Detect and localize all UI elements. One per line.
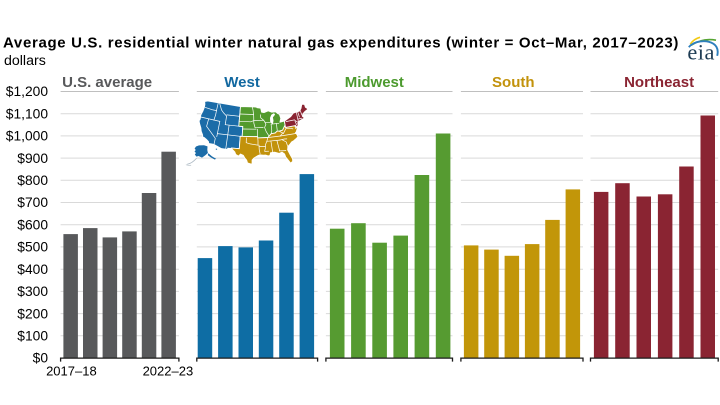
- svg-text:eia: eia: [687, 40, 714, 65]
- svg-text:$300: $300: [17, 284, 48, 299]
- svg-text:$200: $200: [17, 306, 48, 321]
- svg-text:South: South: [492, 74, 535, 91]
- svg-text:U.S. average: U.S. average: [62, 74, 152, 91]
- svg-text:$600: $600: [17, 217, 48, 232]
- svg-text:$400: $400: [17, 262, 48, 277]
- svg-text:$500: $500: [17, 240, 48, 255]
- svg-text:dollars: dollars: [4, 53, 46, 69]
- svg-text:West: West: [224, 74, 260, 91]
- svg-text:$0: $0: [33, 351, 49, 366]
- svg-text:$800: $800: [17, 173, 48, 188]
- svg-text:Northeast: Northeast: [624, 74, 694, 91]
- svg-text:$700: $700: [17, 195, 48, 210]
- svg-text:$100: $100: [17, 329, 48, 344]
- svg-text:2017–18: 2017–18: [46, 364, 97, 379]
- svg-text:Average U.S. residential winte: Average U.S. residential winter natural …: [3, 35, 679, 52]
- svg-text:Midwest: Midwest: [345, 74, 404, 91]
- svg-text:$1,200: $1,200: [6, 84, 49, 99]
- svg-text:$900: $900: [17, 151, 48, 166]
- svg-text:2022–23: 2022–23: [143, 364, 194, 379]
- svg-text:$1,100: $1,100: [6, 106, 49, 121]
- svg-text:$1,000: $1,000: [6, 129, 49, 144]
